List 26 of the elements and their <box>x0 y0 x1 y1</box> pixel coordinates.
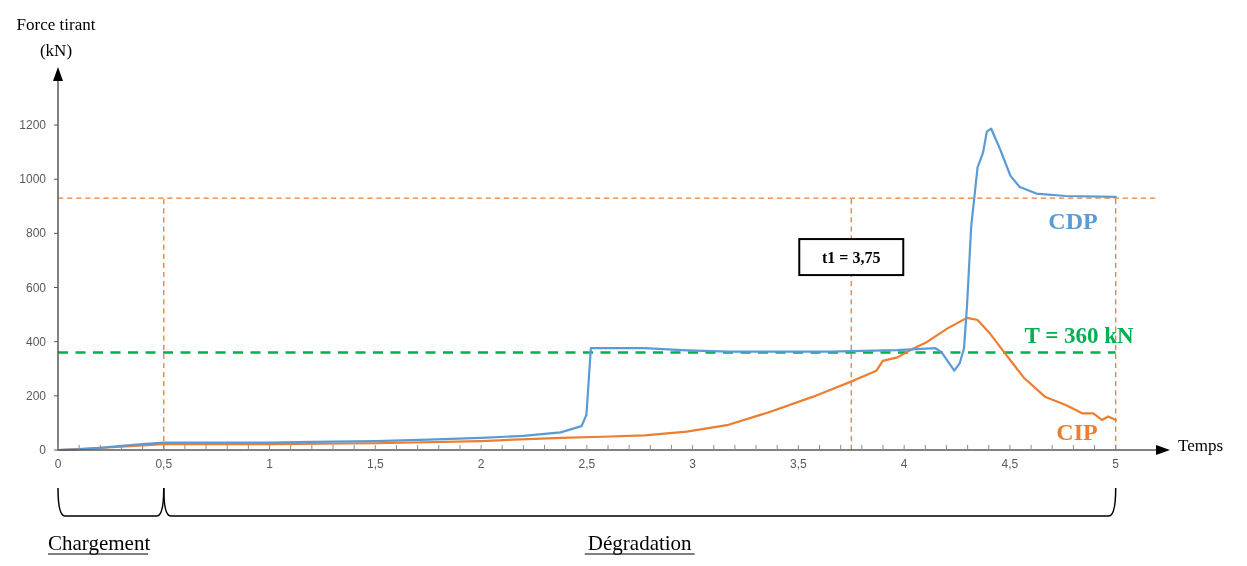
x-tick-label: 1 <box>266 457 274 471</box>
y-tick-label: 600 <box>25 280 47 295</box>
text: Dégradation <box>587 531 693 555</box>
x-axis-title: Temps <box>1178 436 1224 455</box>
ref-line-label: t1 = 3,75 <box>822 249 881 267</box>
y-tick-label: 400 <box>25 334 47 349</box>
y-tick-label: 0 <box>39 443 47 457</box>
ref-line-label: T = 360 kN <box>1024 322 1135 348</box>
series-label: CDP <box>1048 207 1098 234</box>
x-tick-label: 2 <box>477 457 485 471</box>
y-tick-label: 1000 <box>19 172 47 187</box>
x-tick-label: 1,5 <box>366 457 384 471</box>
x-tick-label: 4 <box>900 457 908 471</box>
y-tick-label: 200 <box>25 388 47 403</box>
x-tick-label: 5 <box>1112 457 1120 471</box>
x-tick-label: 2,5 <box>578 457 596 471</box>
series-label: CIP <box>1056 419 1098 445</box>
x-tick-label: 0 <box>54 457 62 471</box>
y-tick-label: 800 <box>25 226 47 241</box>
text: Chargement <box>48 531 151 555</box>
x-tick-label: 3 <box>689 457 697 471</box>
y-tick-label: 1200 <box>19 118 47 133</box>
x-tick-label: 0,5 <box>155 457 173 471</box>
y-axis-title: Force tirant (kN) <box>16 15 96 60</box>
x-tick-label: 4,5 <box>1001 457 1019 471</box>
x-tick-label: 3,5 <box>790 457 808 471</box>
